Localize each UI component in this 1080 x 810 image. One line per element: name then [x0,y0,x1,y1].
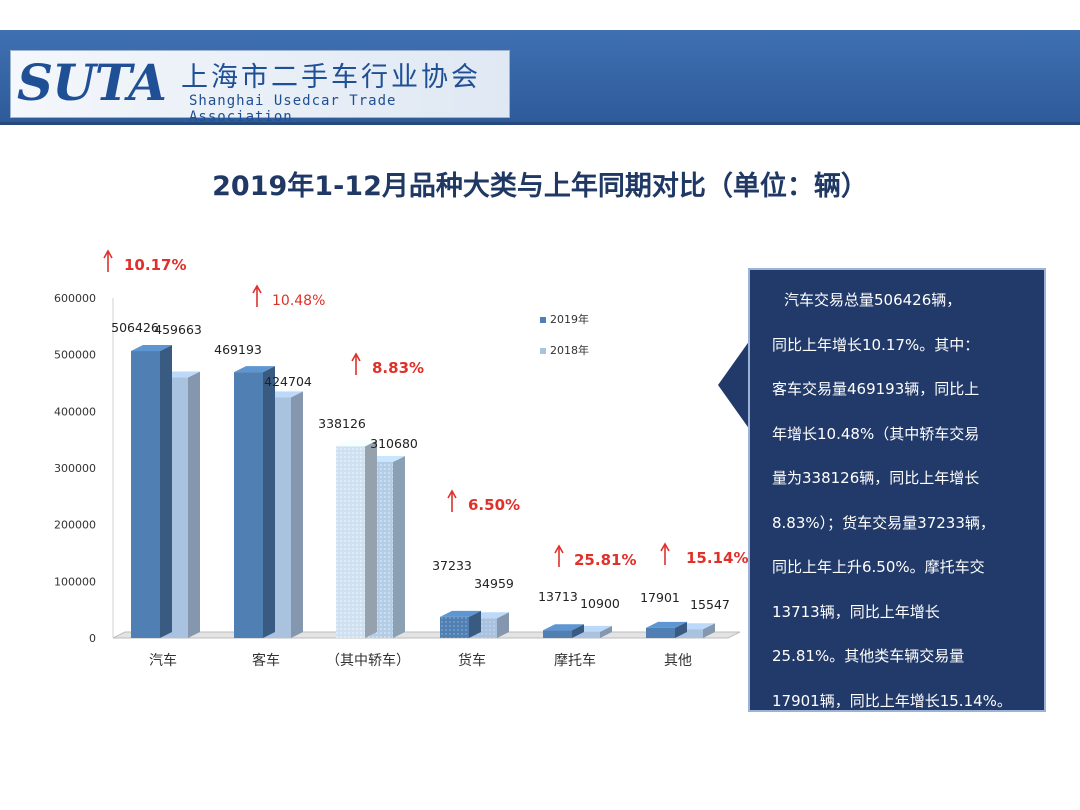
y-tick-label: 100000 [54,575,96,588]
bar-2019-side [160,345,172,638]
bar-2019-side [675,621,687,638]
bar-2018 [674,629,703,638]
summary-line: 年增长10.48%（其中轿车交易 [772,424,980,443]
y-tick-label: 200000 [54,519,96,532]
org-name-en: Shanghai Usedcar Trade Association [189,93,397,125]
growth-arrow-head-icon [351,352,361,362]
data-label-2018: 310680 [370,436,418,451]
logo-text: SUTA [17,53,167,112]
legend-swatch [540,348,546,354]
growth-arrow-head-icon [447,489,457,499]
data-label-2019: 469193 [214,342,262,357]
summary-line: 8.83%）；货车交易量37233辆， [772,513,995,532]
x-tick-label: 摩托车 [554,652,596,669]
bar-2019 [646,627,675,638]
growth-arrow-head-icon [554,544,564,554]
bar-2018-side [703,623,715,638]
summary-line: 客车交易量469193辆，同比上 [772,380,980,398]
data-label-2019: 13713 [538,589,578,604]
data-label-2018: 15547 [690,597,730,612]
summary-line: 25.81%。其他类车辆交易量 [772,647,965,665]
bar-2018-side [393,455,405,638]
bar-2019-top [440,610,481,617]
bar-2019 [440,616,469,638]
bar-2019 [543,630,572,638]
data-label-2018: 424704 [264,374,312,389]
summary-line: 13713辆，同比上年增长 [772,602,940,621]
data-label-2019: 506426 [111,320,159,335]
header-banner: SUTA 上海市二手车行业协会 Shanghai Usedcar Trade A… [0,30,1080,125]
bar-2019-top [131,345,172,352]
y-tick-label: 500000 [54,349,96,362]
data-label-2018: 459663 [154,322,202,337]
bar-2019 [131,351,160,638]
chart-floor [112,631,741,639]
bar-2019-side [572,624,584,638]
legend-label: 2018年 [550,343,589,357]
summary-line: 汽车交易总量506426辆， [784,291,962,309]
bar-2019-side [469,610,481,638]
logo: SUTA 上海市二手车行业协会 Shanghai Usedcar Trade A… [10,50,510,125]
growth-arrow-head-icon [103,249,113,259]
x-tick-label: 货车 [458,652,486,669]
summary-line: 同比上年增长10.17%。其中： [772,335,980,354]
y-tick-label: 600000 [54,292,96,305]
org-name-cn: 上海市二手车行业协会 [181,62,481,93]
growth-label: 6.50% [468,496,520,514]
header-divider [0,122,1080,125]
y-tick-label: 400000 [54,405,96,418]
bar-2018-side [600,625,612,638]
bar-2018 [571,631,600,638]
summary-callout-pointer [718,340,750,430]
summary-text-box: 汽车交易总量506426辆， 同比上年增长10.17%。其中： 客车交易量469… [748,268,1046,712]
y-tick-label: 0 [89,632,96,645]
bar-2019-side [365,440,377,638]
bar-2018-side [497,612,509,638]
bar-2019 [234,372,263,638]
summary-line: 17901辆，同比上年增长15.14%。 [772,691,1012,710]
y-tick-label: 300000 [54,462,96,475]
legend-swatch [540,317,546,323]
data-label-2019: 37233 [432,558,472,573]
data-label-2018: 34959 [474,576,514,591]
bar-2019-top [234,366,275,373]
growth-label: 10.48% [272,293,325,309]
data-label-2019: 338126 [318,416,366,431]
bar-2019 [336,446,365,638]
bar-2019-top [646,621,687,628]
growth-label: 10.17% [124,256,186,274]
x-tick-label: 汽车 [149,652,177,669]
growth-arrow-head-icon [660,542,670,552]
data-label-2019: 17901 [640,590,680,605]
growth-arrow-head-icon [252,284,262,294]
bar-2019-top [336,440,377,447]
legend-label: 2019年 [550,312,589,326]
bar-2018-side [188,371,200,638]
x-tick-label: （其中轿车） [326,652,410,669]
bar-2019-top [543,624,584,631]
summary-line: 量为338126辆，同比上年增长 [772,469,980,487]
x-tick-label: 其他 [664,653,692,669]
data-label-2018: 10900 [580,596,620,611]
bar-2019-side [263,366,275,638]
growth-label: 8.83% [372,359,424,377]
x-tick-label: 客车 [252,652,280,669]
growth-label: 15.14% [686,549,748,567]
growth-label: 25.81% [574,551,636,569]
bar-2018-side [291,391,303,638]
page-title: 2019年1-12月品种大类与上年同期对比（单位：辆） [212,171,868,202]
summary-line: 同比上年上升6.50%。摩托车交 [772,558,985,576]
